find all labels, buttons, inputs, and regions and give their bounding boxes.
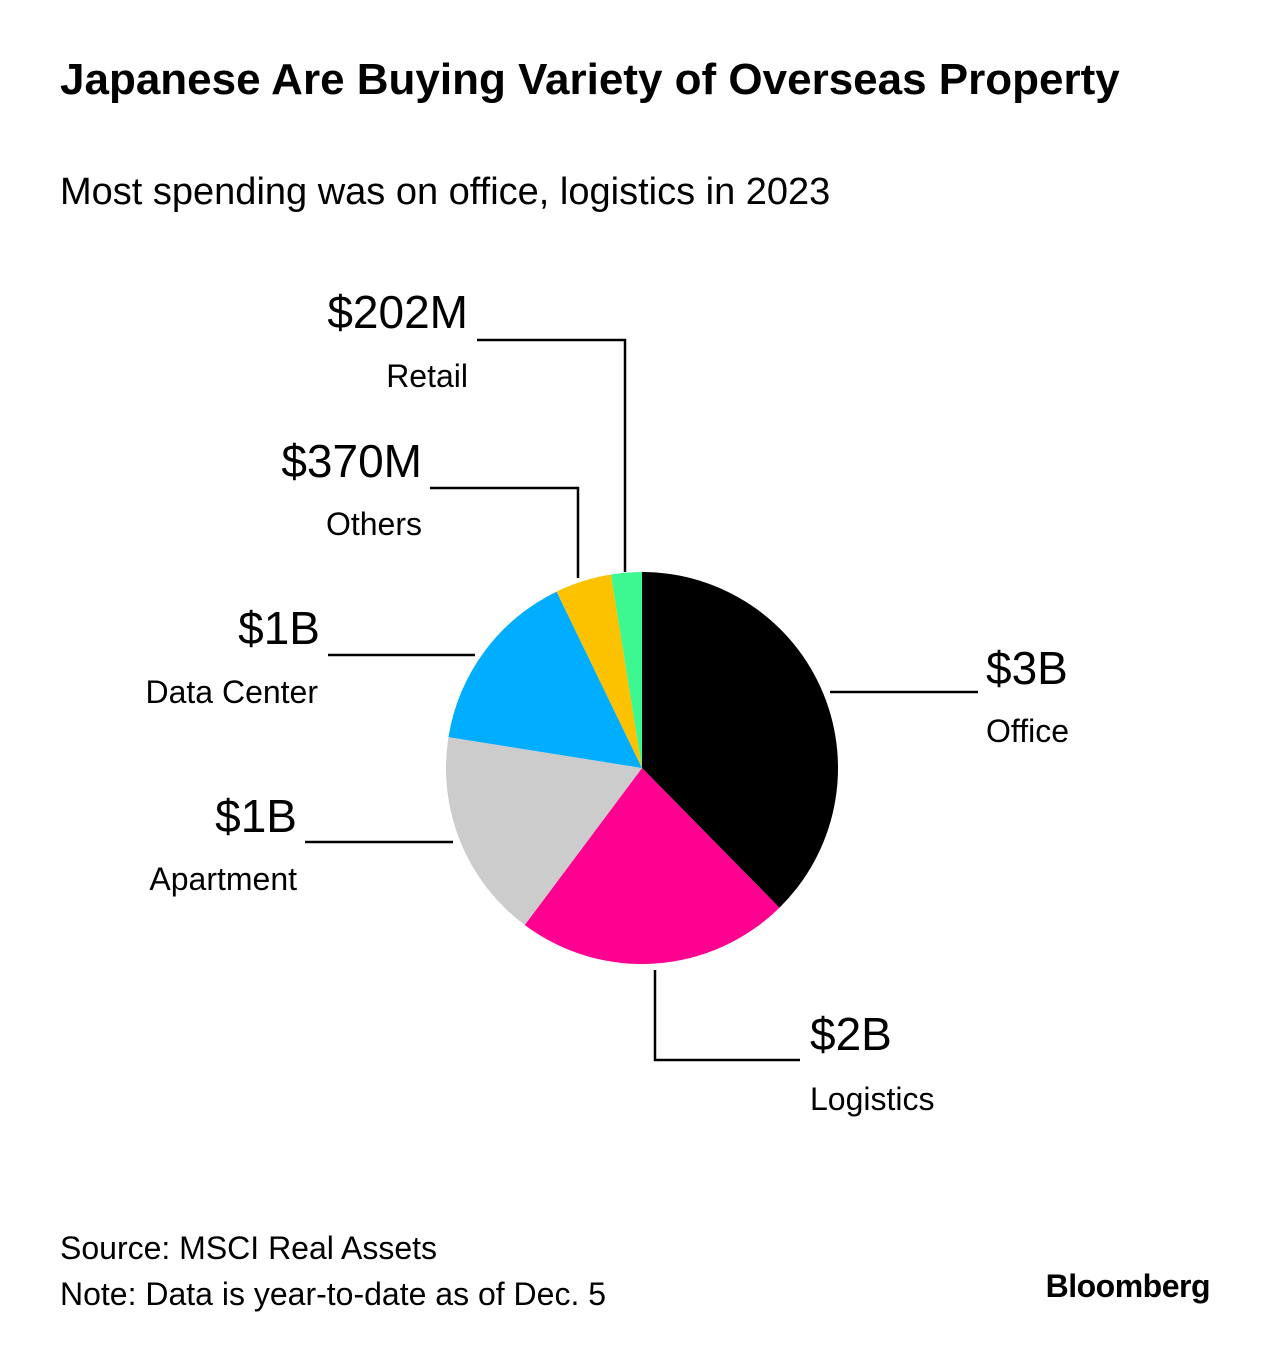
value-label-logistics: $2B [810,1008,892,1060]
slice-others [556,574,642,768]
slice-apartment [446,737,642,926]
bloomberg-logo: Bloomberg [1045,1268,1211,1304]
leader-line-others [430,486,580,578]
leader-lines [305,338,978,1062]
category-label-retail: Retail [386,358,468,394]
slice-labels: $3B Office $2B Logistics $1B Apartment $1B Data… [145,286,1069,1117]
chart-title: Japanese Are Buying Variety of Overseas … [60,55,1120,104]
source-note: Source: MSCI Real Assets [60,1230,438,1266]
category-label-logistics: Logistics [810,1081,935,1117]
category-label-data-center: Data Center [145,674,318,710]
value-label-data-center: $1B [238,602,320,654]
value-label-retail: $202M [327,286,468,338]
slice-retail [610,572,642,768]
slice-office [642,572,838,908]
slice-data-center [448,591,642,768]
leader-line-logistics [653,970,800,1062]
value-label-office: $3B [986,642,1068,694]
category-label-office: Office [986,713,1069,749]
leader-line-retail [477,338,627,572]
category-label-apartment: Apartment [149,861,297,897]
value-label-others: $370M [281,435,422,487]
chart-subtitle: Most spending was on office, logistics i… [60,171,831,213]
slice-logistics [524,768,780,965]
data-note: Note: Data is year-to-date as of Dec. 5 [60,1276,607,1312]
value-label-apartment: $1B [215,790,297,842]
category-label-others: Others [326,506,422,542]
pie-slices [446,572,838,965]
